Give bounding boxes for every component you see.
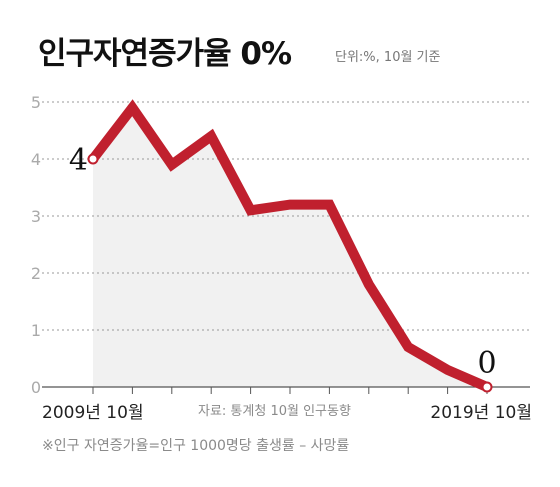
y-tick-labels: 0 1 2 3 4 5 — [31, 93, 41, 397]
chart-title: 인구자연증가율 0% — [38, 36, 292, 72]
y-tick-label: 2 — [31, 264, 41, 283]
y-tick-label: 5 — [31, 93, 41, 112]
start-point-marker — [87, 153, 99, 165]
x-label-first: 2009년 10월 — [42, 403, 144, 423]
area-fill — [93, 107, 487, 387]
end-point-marker — [481, 381, 493, 393]
y-tick-label: 0 — [31, 378, 41, 397]
y-tick-label: 3 — [31, 207, 41, 226]
x-axis-ticks — [92, 387, 488, 394]
footnote: ※인구 자연증가율=인구 1000명당 출생률 – 사망률 — [42, 438, 350, 454]
series-line — [89, 99, 489, 392]
unit-note: 단위:%, 10월 기준 — [335, 50, 441, 65]
y-tick-label: 4 — [31, 150, 41, 169]
start-value-label: 4 — [69, 143, 88, 178]
x-label-last: 2019년 10월 — [430, 403, 532, 423]
end-value-label: 0 — [477, 346, 496, 381]
gridlines — [42, 101, 530, 331]
source-note: 자료: 통계청 10월 인구동향 — [198, 404, 351, 419]
y-tick-label: 1 — [31, 321, 41, 340]
